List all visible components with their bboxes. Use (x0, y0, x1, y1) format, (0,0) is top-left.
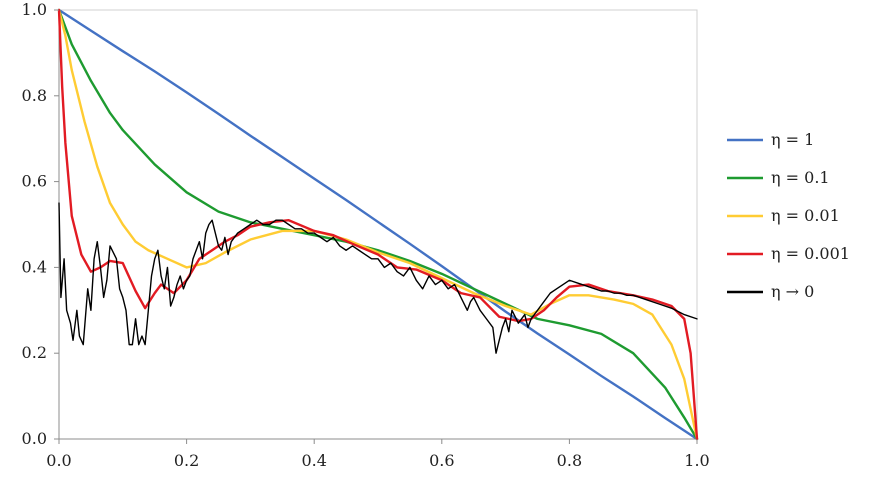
legend-label-3: η = 0.001 (771, 244, 850, 263)
y-tick-label: 0.2 (22, 343, 47, 362)
legend-label-0: η = 1 (771, 130, 814, 149)
x-tick-label: 1.0 (684, 451, 709, 470)
x-tick-label: 0.2 (174, 451, 199, 470)
x-tick-label: 0.6 (429, 451, 454, 470)
legend-label-2: η = 0.01 (771, 206, 840, 225)
series-line-4 (58, 202, 698, 354)
chart-series (57, 8, 699, 441)
y-tick-label: 0.4 (22, 257, 47, 276)
y-tick-label: 0.8 (22, 86, 47, 105)
legend-label-4: η → 0 (771, 282, 814, 301)
y-tick-label: 0.0 (22, 429, 47, 448)
chart-tick-labels: 0.0 0.2 0.4 0.6 0.8 1.0 0.0 0.2 0.4 0.6 0.8 1.0 (22, 0, 710, 470)
y-tick-label: 0.6 (22, 172, 47, 191)
x-tick-label: 0.0 (46, 451, 71, 470)
x-tick-label: 0.4 (301, 451, 326, 470)
y-tick-label: 1.0 (22, 0, 47, 19)
series-line-0 (57, 8, 699, 441)
chart-legend: η = 1 η = 0.1 η = 0.01 η = 0.001 η → 0 (727, 130, 850, 301)
legend-label-1: η = 0.1 (771, 168, 830, 187)
x-tick-label: 0.8 (557, 451, 582, 470)
